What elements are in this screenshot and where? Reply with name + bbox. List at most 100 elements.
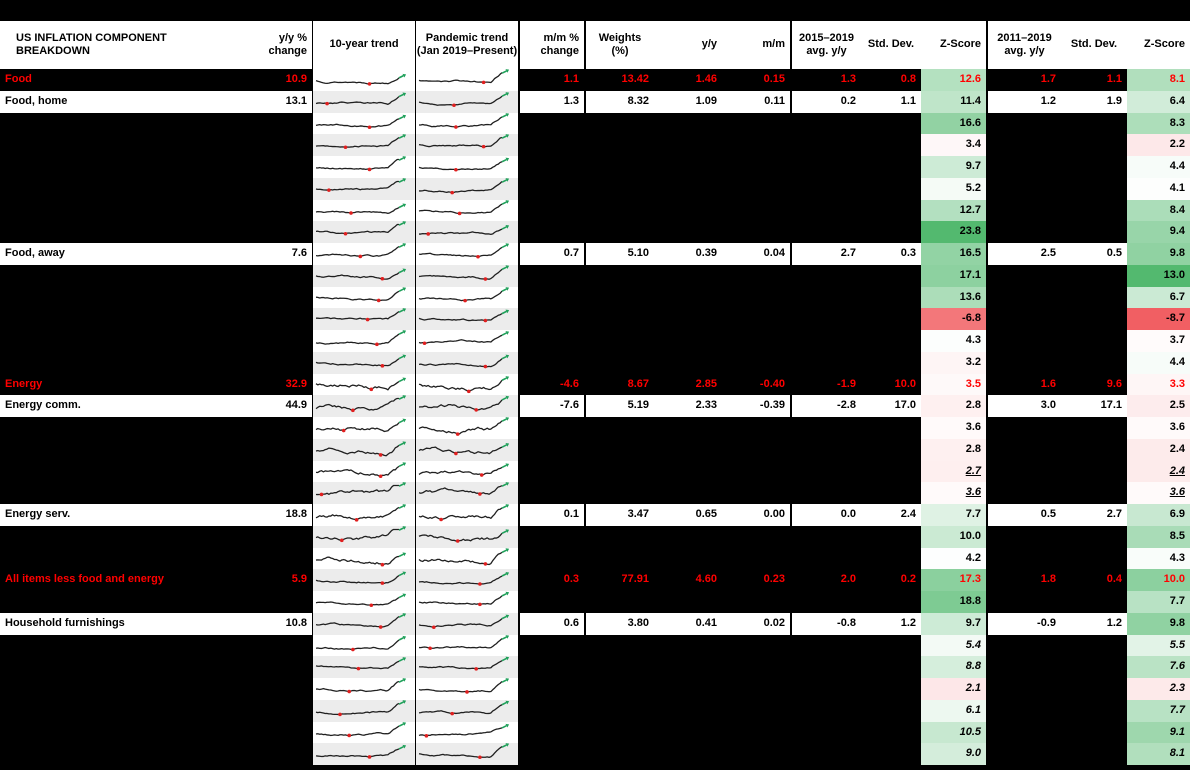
weights-cell [586,178,654,200]
avg-2011-2019-cell [988,722,1061,744]
endpoint-arrow-shaft [398,505,404,509]
z-score-2-cell: 2.5 [1127,395,1190,417]
table-row: 9.0 8.1 [0,743,1190,765]
avg-2011-2019-cell: -0.9 [988,612,1061,635]
weights-cell [586,417,654,439]
endpoint-arrow-head [402,202,407,207]
column-divider [415,395,416,417]
mm-contrib-cell [722,526,790,548]
avg-2015-2019-cell [792,482,861,504]
yy-contrib-cell [654,635,722,657]
z-score-2-cell: 2.4 [1127,460,1190,483]
mm-change-cell [520,287,584,309]
column-divider [790,721,792,744]
avg-2015-2019-cell: 0.0 [792,504,861,526]
z-score-2-cell: -8.7 [1127,308,1190,330]
column-divider [312,69,313,91]
yy-change-cell [232,548,312,570]
sparkline-pandemic [416,286,518,309]
avg-2011-2019-cell [988,635,1061,657]
endpoint-arrow-shaft [398,157,404,161]
column-divider [312,243,313,265]
low-point-marker [455,432,460,436]
column-divider [312,21,313,69]
sparkline-path [315,380,400,390]
endpoint-arrow-head [505,678,510,682]
std-dev-2-cell: 2.7 [1061,504,1127,526]
low-point-marker [378,625,383,629]
std-dev-2-cell [1061,134,1127,156]
z-score-1-cell: 3.6 [921,417,986,439]
column-divider [518,373,520,396]
column-divider [518,221,520,243]
mm-change-cell [520,156,584,178]
z-score-1-cell: 9.0 [921,743,986,765]
mm-contrib-cell: 0.15 [763,73,785,85]
sparkline-path [418,637,503,649]
column-divider [790,351,792,374]
table-row: Energy comm. 44.9 -7.6 5.19 2.33 -0.39 -2.8 17.… [0,395,1190,417]
yy-change-cell: 7.6 [232,243,312,265]
column-divider [584,264,586,287]
z-score-2-cell: 9.4 [1127,221,1190,243]
mm-change-cell: 0.7 [520,243,584,265]
column-divider [312,656,313,678]
low-point-marker [351,408,355,413]
column-divider [415,286,416,309]
column-divider [986,678,988,700]
column-divider [986,699,988,722]
std-dev-1-cell: 0.3 [861,243,921,265]
endpoint-arrow-shaft [501,658,507,662]
z-score-1-cell: 16.5 [921,243,986,265]
weights-cell [586,287,654,309]
z-score-1-cell: 9.7 [921,612,986,635]
low-point-marker [432,625,436,629]
mm-contrib-cell: 0.00 [722,504,790,526]
column-divider [790,612,792,635]
column-divider [312,699,313,722]
endpoint-arrow-head [505,286,510,291]
weights-cell [586,330,654,352]
sparkline-path [315,271,400,280]
endpoint-arrow-head [402,330,407,334]
mm-contrib-cell [722,591,790,613]
endpoint-arrow-shaft [501,397,507,401]
endpoint-arrow-shaft [398,462,404,467]
yy-contrib-cell: 0.41 [654,612,722,635]
column-divider [312,417,313,439]
avg-2011-2019-cell: 1.2 [988,90,1061,113]
column-divider [584,221,586,243]
header-avg-2011-2019: 2011–2019 avg. y/y [988,21,1061,69]
weights-cell [586,134,654,156]
column-divider [415,591,416,613]
low-point-marker [347,689,351,694]
yy-change-cell [232,113,312,135]
avg-2011-2019-cell [988,156,1061,178]
sparkline-10-year [313,69,415,91]
sparkline-path [315,117,400,128]
endpoint-arrow-shaft [398,636,404,641]
endpoint-arrow-head [402,395,407,400]
column-divider [584,460,586,483]
avg-2015-2019-cell [792,678,861,700]
sparkline-path [418,446,503,455]
column-divider [584,177,586,200]
weights-cell [586,439,654,461]
column-divider [415,90,416,113]
sparkline-path [315,206,400,214]
column-divider [584,351,586,374]
component-name-cell [0,113,232,135]
mm-change-cell [520,330,584,352]
column-divider [312,264,313,287]
low-point-marker [380,276,385,281]
column-divider [790,438,792,461]
endpoint-arrow-shaft [398,594,404,599]
endpoint-arrow-shaft [398,527,404,531]
table-row: Food, away 7.6 0.7 5.10 0.39 0.04 2.7 0.3 16.5 2.… [0,243,1190,265]
mm-contrib-cell [722,178,790,200]
endpoint-arrow-head [505,417,510,421]
column-divider [986,90,988,113]
sparkline-10-year [313,634,415,657]
column-divider [986,395,988,417]
component-name-cell: Household furnishings [0,612,232,635]
